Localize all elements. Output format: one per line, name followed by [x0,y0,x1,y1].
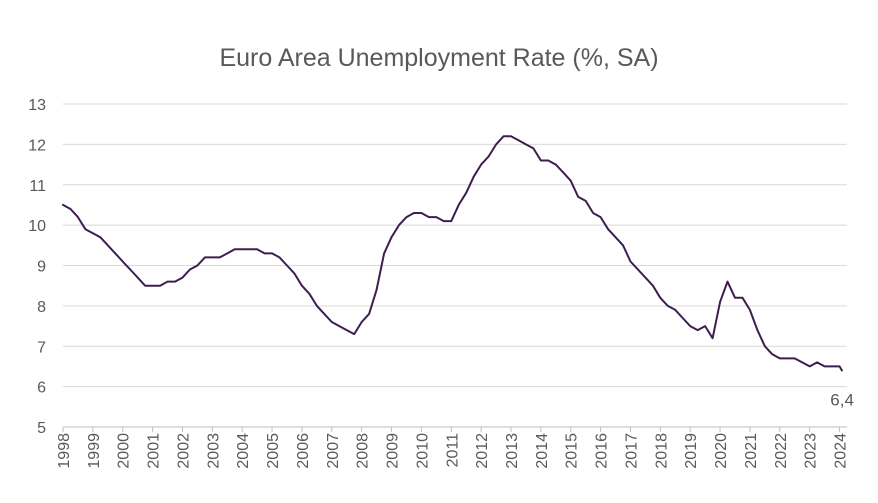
x-tick-label: 2007 [325,433,342,469]
y-tick-label: 6 [37,380,46,397]
y-tick-label: 8 [37,299,46,316]
x-tick-label: 2006 [295,433,312,469]
x-tick-label: 2022 [773,433,790,469]
x-tick-label: 2021 [743,433,760,469]
x-tick-label: 2024 [833,433,850,469]
y-tick-label: 7 [37,339,46,356]
x-tick-label: 2011 [444,433,461,468]
y-tick-label: 11 [29,178,46,195]
y-tick-label: 10 [28,218,46,235]
x-tick-label: 2020 [713,433,730,469]
y-tick-label: 13 [28,97,46,114]
x-tick-label: 2023 [803,433,820,469]
x-tick-label: 2000 [116,433,133,469]
y-tick-label: 12 [28,137,46,154]
end-value-label: 6,4 [830,390,854,409]
x-tick-label: 2008 [355,433,372,469]
x-tick-label: 2012 [474,433,491,469]
x-tick-label: 2009 [385,433,402,469]
x-tick-label: 2015 [564,433,581,469]
x-tick-label: 2001 [146,433,163,469]
x-tick-label: 1999 [86,433,103,469]
x-tick-label: 2010 [414,433,431,469]
chart-title: Euro Area Unemployment Rate (%, SA) [219,44,659,72]
x-tick-label: 2014 [534,433,551,469]
x-tick-label: 2004 [235,433,252,469]
x-tick-label: 2017 [623,433,640,469]
x-tick-label: 2016 [594,433,611,469]
x-tick-label: 2005 [265,433,282,469]
x-tick-label: 2013 [504,433,521,469]
series-line-0 [62,135,843,372]
x-tick-label: 2019 [683,433,700,469]
y-tick-label: 9 [37,259,46,276]
x-tick-label: 2002 [175,433,192,469]
x-tick-label: 2003 [205,433,222,469]
x-tick-label: 2018 [653,433,670,469]
y-tick-label: 5 [37,420,46,437]
x-tick-label: 1998 [56,433,73,469]
